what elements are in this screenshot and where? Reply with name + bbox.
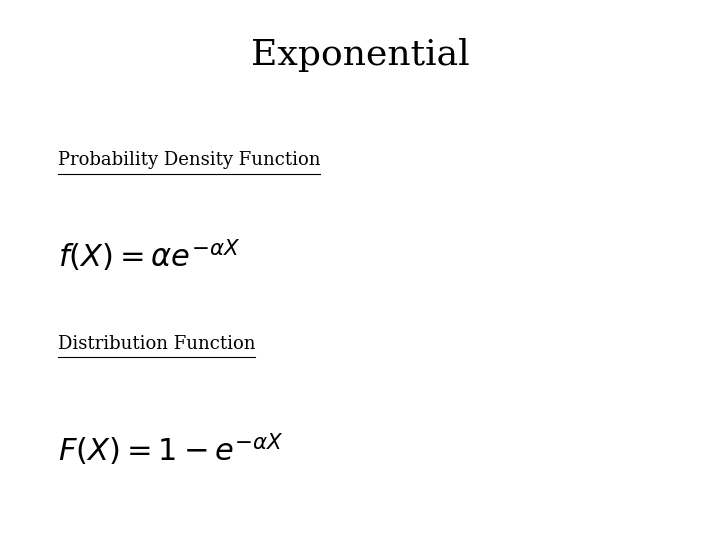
Text: Exponential: Exponential [251, 38, 469, 72]
Text: $F(X) = 1 - e^{-\alpha X}$: $F(X) = 1 - e^{-\alpha X}$ [58, 432, 283, 469]
Text: $f(X) = \alpha e^{-\alpha X}$: $f(X) = \alpha e^{-\alpha X}$ [58, 238, 240, 274]
Text: Distribution Function: Distribution Function [58, 335, 255, 353]
Text: Probability Density Function: Probability Density Function [58, 151, 320, 169]
